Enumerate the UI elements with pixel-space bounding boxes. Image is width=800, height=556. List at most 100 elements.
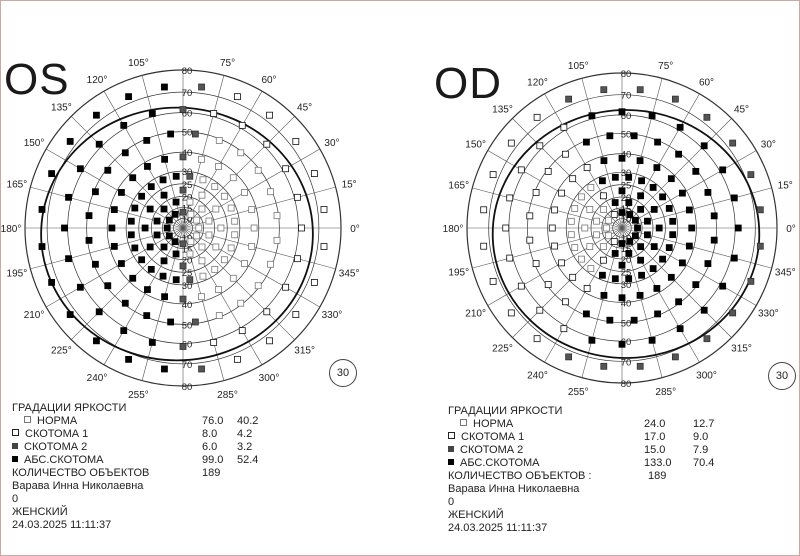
stimulus-point	[637, 205, 645, 213]
radius-label: 60	[621, 111, 632, 122]
stimulus-point	[121, 149, 129, 157]
stimulus-point	[606, 132, 614, 140]
stimulus-point	[565, 353, 573, 361]
stimulus-point	[600, 291, 608, 299]
stimulus-point	[734, 224, 742, 232]
meridian-line	[103, 227, 184, 365]
stimulus-point	[610, 211, 618, 218]
stimulus-point	[95, 308, 103, 316]
stimulus-point	[231, 231, 239, 239]
stimulus-point	[187, 238, 195, 246]
stimulus-point	[159, 272, 167, 280]
radius-label: 15	[621, 204, 632, 215]
radius-label: 60	[182, 109, 193, 120]
angle-label: 225°	[492, 344, 513, 355]
stimulus-point	[599, 205, 607, 213]
stimulus-point	[292, 311, 300, 318]
stimulus-point	[195, 224, 203, 232]
stimulus-point	[671, 353, 679, 361]
stimulus-point	[171, 238, 179, 246]
stimulus-point	[630, 316, 638, 324]
radius-label: 40	[182, 300, 193, 311]
stimulus-point	[267, 188, 274, 196]
stimulus-point	[198, 205, 206, 213]
stimulus-point	[526, 236, 534, 244]
radius-label: 30	[182, 281, 193, 292]
stimulus-point	[294, 255, 301, 263]
stimulus-point	[560, 325, 568, 333]
stimulus-point	[95, 140, 103, 148]
stimulus-point	[618, 108, 626, 116]
stimulus-point	[199, 176, 207, 184]
od-perimetry-chart: 0° 15° 30° 45° 60° 75° 105° 120° 135° 150° 165° 180…	[443, 61, 796, 398]
stimulus-point	[93, 111, 100, 119]
stimulus-point	[583, 138, 590, 146]
stimulus-point	[700, 142, 708, 150]
stimulus-point	[558, 189, 565, 197]
stimulus-point	[626, 238, 634, 245]
stimulus-point	[294, 193, 301, 201]
radius-label: 50	[182, 128, 193, 139]
stimulus-point	[179, 240, 187, 248]
radius-label: 70	[182, 88, 193, 99]
meridian-line	[182, 148, 320, 229]
stimulus-point	[160, 205, 168, 213]
absolute-scotoma-square-icon	[12, 456, 18, 462]
stimulus-point	[632, 232, 639, 240]
meridian-line	[103, 91, 184, 229]
stimulus-point	[161, 293, 168, 301]
stimulus-point	[599, 177, 606, 185]
stimulus-point	[66, 138, 74, 145]
stimulus-point	[273, 236, 281, 244]
stimulus-point	[179, 106, 187, 113]
stimulus-point	[599, 243, 607, 251]
radius-label: 15	[621, 244, 632, 255]
stimulus-point	[634, 224, 641, 232]
angle-label: 0°	[786, 224, 796, 235]
stimulus-point	[665, 244, 673, 251]
stimulus-point	[637, 192, 645, 200]
stimulus-point	[489, 277, 497, 285]
stimulus-point	[215, 137, 223, 144]
stimulus-point	[571, 244, 579, 251]
stimulus-point	[644, 217, 651, 225]
angle-label: 120°	[527, 78, 548, 89]
stimulus-point	[583, 164, 591, 171]
radius-label: 25	[621, 267, 632, 278]
stimulus-point	[198, 243, 206, 251]
stimulus-point	[710, 236, 718, 244]
stimulus-point	[618, 294, 626, 302]
stimulus-point	[179, 262, 187, 270]
stimulus-point	[127, 217, 135, 225]
stimulus-point	[85, 212, 93, 220]
stimulus-point	[569, 273, 577, 281]
stimulus-point	[654, 138, 661, 146]
stimulus-point	[587, 184, 595, 191]
stimulus-point	[636, 362, 644, 370]
stimulus-point	[649, 184, 657, 191]
stimulus-point	[567, 231, 575, 239]
stimulus-point	[129, 274, 137, 282]
stimulus-point	[131, 204, 139, 212]
stimulus-point	[148, 110, 156, 117]
stimulus-point	[588, 112, 596, 120]
stimulus-point	[630, 132, 638, 140]
stimulus-point	[581, 224, 589, 232]
angle-label: 75°	[220, 58, 235, 69]
angle-label: 165°	[448, 180, 469, 191]
stimulus-point	[719, 166, 727, 174]
stimulus-point	[217, 224, 225, 232]
stimulus-point	[237, 299, 245, 307]
radius-label: 70	[621, 357, 632, 368]
stimulus-point	[611, 275, 619, 283]
stimulus-point	[506, 194, 514, 202]
angle-label: 255°	[128, 390, 149, 400]
stimulus-point	[227, 204, 235, 212]
stimulus-point	[669, 217, 677, 225]
stimulus-point	[250, 224, 258, 232]
angle-label: 150°	[465, 140, 486, 151]
stimulus-point	[165, 216, 173, 224]
radius-label: 10	[621, 215, 632, 226]
stimulus-point	[517, 282, 525, 290]
stimulus-point	[153, 231, 161, 239]
